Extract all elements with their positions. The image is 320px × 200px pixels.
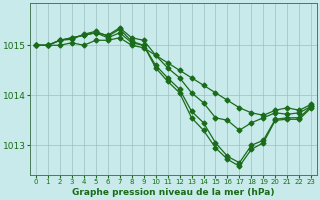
X-axis label: Graphe pression niveau de la mer (hPa): Graphe pression niveau de la mer (hPa) bbox=[72, 188, 275, 197]
